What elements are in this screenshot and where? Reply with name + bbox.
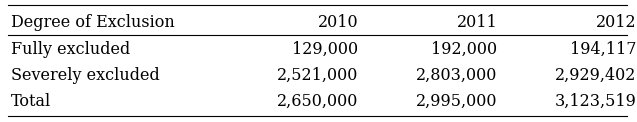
Text: 2011: 2011 [457,14,497,31]
Text: 2012: 2012 [596,14,636,31]
Text: 2,521,000: 2,521,000 [277,67,359,84]
Text: Fully excluded: Fully excluded [11,41,130,58]
Text: 194,117: 194,117 [570,41,636,58]
Text: 2,803,000: 2,803,000 [416,67,497,84]
Text: Total: Total [11,93,51,110]
Text: 192,000: 192,000 [431,41,497,58]
Text: 2,929,402: 2,929,402 [555,67,636,84]
Text: 2,650,000: 2,650,000 [277,93,359,110]
Text: 2,995,000: 2,995,000 [416,93,497,110]
Text: Degree of Exclusion: Degree of Exclusion [11,14,175,31]
Text: Severely excluded: Severely excluded [11,67,160,84]
Text: 3,123,519: 3,123,519 [554,93,636,110]
Text: 129,000: 129,000 [292,41,359,58]
Text: 2010: 2010 [318,14,359,31]
